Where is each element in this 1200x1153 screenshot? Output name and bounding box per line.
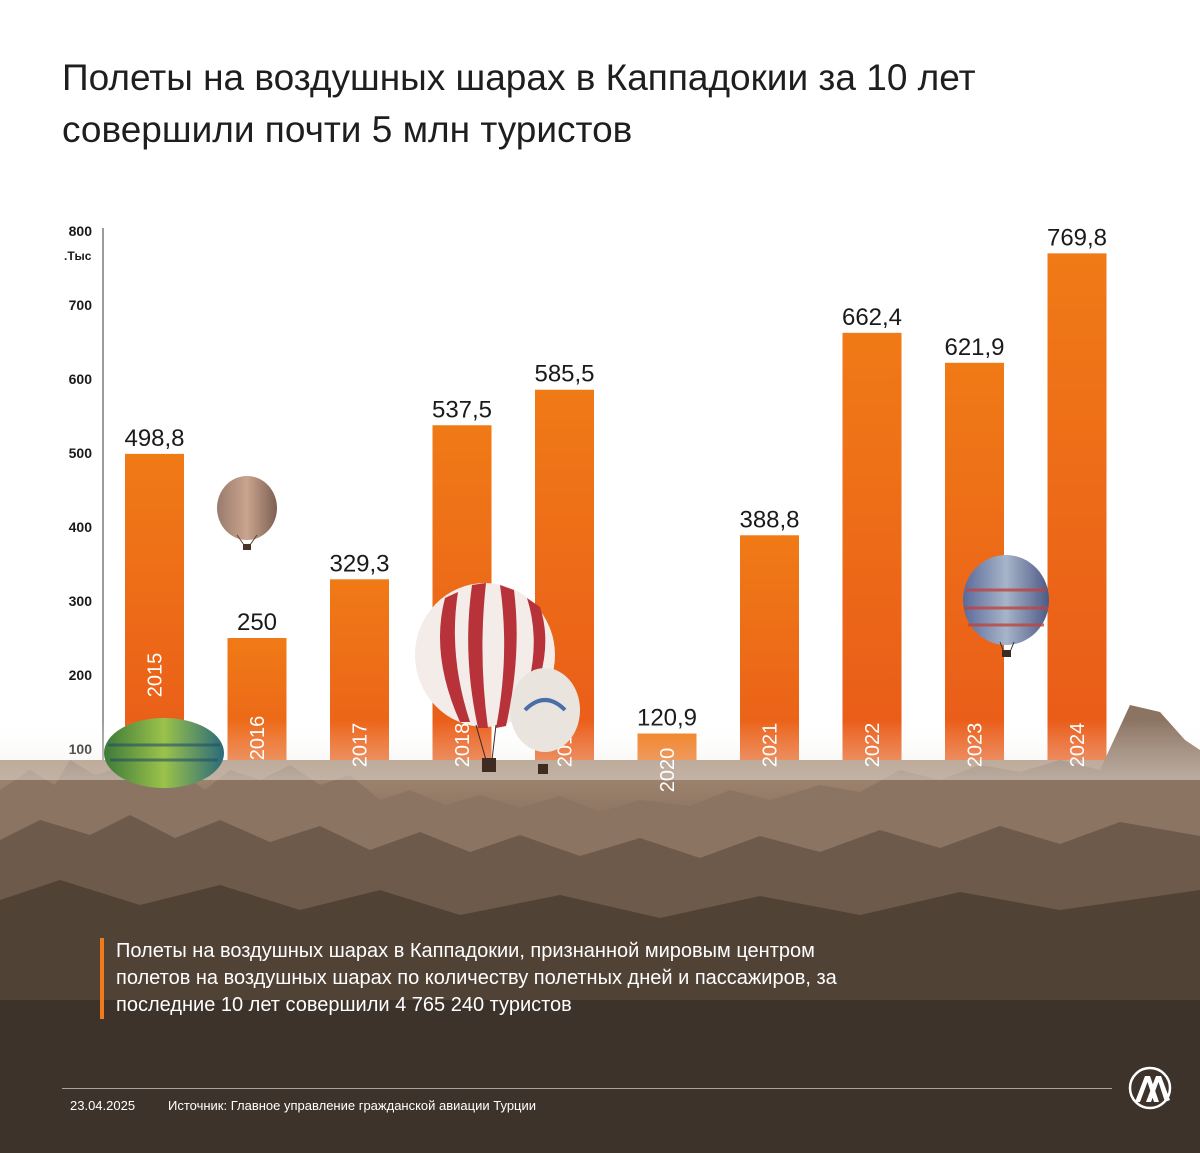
y-tick-label: 700 [69, 297, 93, 313]
balloon-3-icon [510, 668, 580, 774]
bar-value-label: 498,8 [124, 425, 184, 452]
bar-value-label: 621,9 [944, 334, 1004, 361]
footer-divider [62, 1088, 1112, 1089]
bar-category-label: 2022 [862, 723, 884, 768]
bar-value-label: 662,4 [842, 304, 902, 331]
bar-category-label: 2024 [1067, 723, 1089, 768]
bar-value-label: 388,8 [739, 506, 799, 533]
summary-note: Полеты на воздушных шарах в Каппадокии, … [100, 938, 840, 1019]
bar-value-label: 585,5 [534, 361, 594, 388]
bar-value-label: 769,8 [1047, 224, 1107, 251]
bar-category-label: 2020 [657, 748, 679, 793]
y-axis: .Тыс [64, 228, 104, 800]
y-tick-label: 200 [69, 667, 93, 683]
bar-category-label: 2021 [760, 723, 782, 768]
bar-category-label: 2023 [965, 723, 987, 768]
balloon-decorations [104, 476, 1049, 788]
bar-value-label: 250 [237, 609, 277, 636]
y-tick-label: 300 [69, 593, 93, 609]
bar-value-label: 329,3 [329, 550, 389, 577]
source-text: Источник: Главное управление гражданской… [168, 1098, 537, 1113]
bar-category-label: 2017 [350, 723, 372, 768]
publication-date: 23.04.2025 [70, 1098, 136, 1113]
bar-value-label: 537,5 [432, 396, 492, 423]
y-tick-label: 500 [69, 445, 93, 461]
chart-title: Полеты на воздушных шарах в Каппадокии з… [62, 57, 976, 150]
y-tick-label: 800 [69, 223, 93, 239]
y-tick-label: 600 [69, 371, 93, 387]
anadolu-agency-logo-icon [1128, 1066, 1172, 1110]
background-landscape [0, 705, 1200, 1153]
balloon-1-icon [217, 476, 277, 550]
y-tick-label: 400 [69, 519, 93, 535]
balloon-4-icon [104, 718, 224, 788]
bar-category-label: 2016 [247, 716, 269, 761]
y-axis-unit: .Тыс [64, 249, 92, 263]
balloon-5-icon [963, 555, 1049, 657]
bar-category-label: 2018 [452, 723, 474, 768]
bar-category-label: 2015 [145, 653, 167, 698]
